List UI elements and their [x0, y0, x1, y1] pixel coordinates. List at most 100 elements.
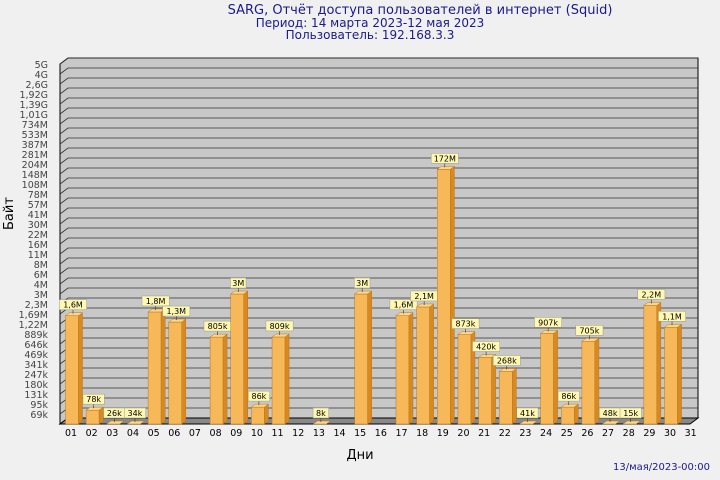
y-tick-label: 387M	[22, 140, 48, 151]
data-label: 86k	[251, 392, 266, 401]
bar-top	[519, 420, 538, 425]
gridline	[59, 127, 698, 135]
x-tick-label: 13	[313, 428, 325, 439]
bar-top	[415, 303, 435, 308]
bar-top	[601, 420, 621, 425]
bar	[85, 409, 100, 425]
bar	[395, 315, 410, 425]
bar	[643, 305, 658, 425]
report-timestamp: 13/мая/2023-00:00	[612, 462, 710, 473]
data-label-box	[389, 299, 418, 310]
bar-top	[126, 420, 146, 425]
x-tick-label: 27	[602, 428, 614, 439]
x-tick-label: 28	[623, 428, 635, 439]
bar	[499, 371, 513, 425]
x-tick-label: 18	[416, 428, 428, 439]
data-label-box	[557, 390, 580, 402]
bar	[354, 293, 368, 425]
y-tick-label: 16M	[28, 240, 48, 251]
x-axis-label: Дни	[346, 448, 374, 463]
bar-top	[64, 312, 84, 316]
gridline	[59, 187, 698, 195]
bar-top	[477, 354, 497, 358]
data-label-box	[619, 407, 642, 419]
x-tick-label: 14	[333, 428, 345, 439]
bar	[437, 169, 451, 425]
y-tick-label: 341k	[24, 360, 48, 371]
gridline	[59, 107, 698, 115]
bar	[540, 333, 554, 425]
bar-side	[408, 312, 414, 425]
bar-side	[181, 318, 187, 425]
y-tick-label: 469k	[24, 350, 48, 361]
data-label-box	[141, 295, 170, 307]
bar-top	[560, 403, 579, 408]
gridline	[59, 117, 698, 125]
gridline	[59, 57, 698, 65]
data-label-box	[247, 390, 270, 402]
data-label: 1,3M	[166, 307, 186, 316]
report-period: Период: 14 марта 2023-12 мая 2023	[255, 16, 485, 30]
data-label-box	[82, 393, 105, 405]
data-label: 34k	[128, 409, 143, 418]
bar-top	[271, 333, 290, 338]
bar	[271, 336, 286, 425]
bar-top	[229, 290, 249, 295]
data-label: 3M	[232, 279, 244, 288]
data-label: 2,1M	[414, 292, 434, 301]
gridline	[59, 87, 698, 95]
x-tick-label: 20	[457, 428, 469, 439]
gridline	[59, 287, 698, 295]
x-tick-label: 06	[168, 428, 180, 439]
y-tick-label: 204M	[22, 160, 48, 171]
bar-top	[209, 333, 228, 338]
y-tick-label: 889k	[24, 330, 48, 341]
data-label: 2,2M	[642, 290, 662, 299]
bar	[65, 315, 79, 425]
y-tick-label: 22M	[28, 230, 48, 241]
x-tick-label: 02	[86, 428, 98, 439]
y-tick-label: 6M	[34, 270, 48, 281]
y-tick-label: 1,39G	[19, 100, 48, 111]
data-label-box	[472, 341, 500, 352]
bar-top	[581, 338, 600, 342]
data-label: 26k	[107, 409, 122, 418]
bar-top	[250, 403, 270, 408]
y-tick-label: 4M	[34, 280, 48, 291]
bar-side	[160, 308, 166, 425]
data-label-box	[492, 355, 521, 366]
data-label: 15k	[623, 409, 638, 418]
y-tick-label: 646k	[24, 340, 48, 351]
x-tick-label: 26	[581, 428, 593, 439]
x-tick-label: 05	[148, 428, 160, 439]
bar-top	[622, 420, 641, 425]
data-label: 420k	[476, 342, 496, 351]
bar-top	[168, 318, 187, 323]
data-label: 3M	[356, 279, 368, 288]
gridline	[59, 157, 698, 165]
y-tick-label: 8M	[34, 260, 48, 271]
bar	[209, 336, 224, 425]
report-user: Пользователь: 192.168.3.3	[285, 28, 455, 42]
y-tick-label: 247k	[24, 370, 48, 381]
data-label-box	[637, 289, 666, 300]
bar-side	[512, 367, 517, 425]
y-tick-label: 148M	[22, 170, 48, 181]
data-label: 1,6M	[394, 301, 414, 310]
y-tick-label: 1,69M	[19, 310, 48, 321]
gridline	[59, 77, 698, 85]
data-label-box	[354, 277, 371, 289]
bar	[147, 311, 162, 425]
bar	[168, 321, 183, 425]
x-tick-label: 08	[210, 428, 222, 439]
x-tick-label: 21	[478, 428, 490, 439]
x-tick-label: 15	[354, 428, 366, 439]
data-label: 705k	[579, 326, 599, 335]
data-label: 41k	[520, 409, 535, 418]
data-label-box	[451, 318, 480, 329]
bar	[457, 334, 472, 425]
y-tick-label: 95k	[30, 400, 48, 411]
data-label-box	[534, 317, 562, 328]
data-label-box	[230, 277, 247, 289]
x-tick-label: 29	[643, 428, 655, 439]
